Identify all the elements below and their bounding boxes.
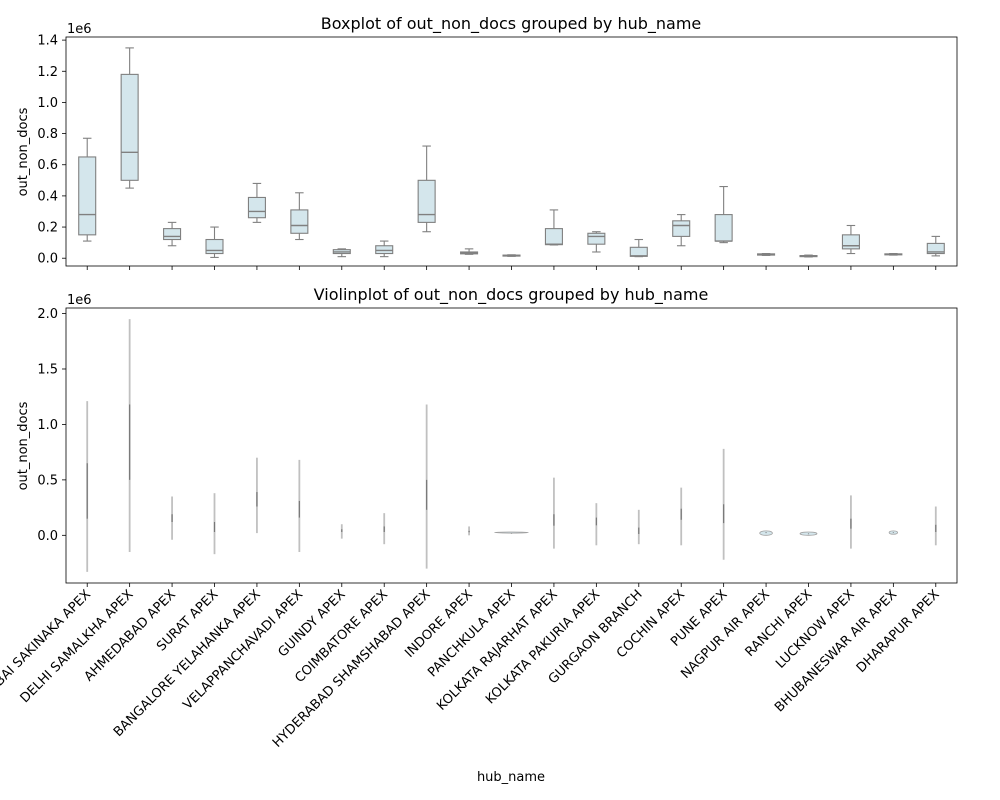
boxplot-box [672, 220, 691, 237]
violinplot-offset-label: 1e6 [67, 293, 92, 308]
boxplot-box [926, 242, 945, 255]
boxplot-box [375, 245, 394, 255]
boxplot-box [587, 232, 606, 245]
violinplot-ylabel: out_non_docs [16, 401, 31, 490]
boxplot-ytick-label: 0.0 [37, 252, 58, 267]
violin-shape [759, 530, 773, 536]
x-category-label: HYDERABAD SHAMSHABAD APEX [270, 587, 434, 751]
boxplot-box [714, 214, 733, 242]
boxplot-box [247, 196, 266, 219]
boxplot-ytick-label: 1.4 [37, 34, 58, 49]
boxplot-box [629, 246, 648, 257]
boxplot-box [417, 179, 436, 223]
boxplot-box [205, 238, 224, 255]
boxplot-box [120, 73, 139, 181]
violinplot-ytick-label: 0.0 [37, 529, 58, 544]
boxplot-ytick-label: 1.2 [37, 65, 58, 80]
boxplot-ylabel: out_non_docs [16, 107, 31, 196]
violinplot-plot-area: 0.0 0.5 1.0 1.5 2.0 [37, 307, 937, 587]
boxplot-box [78, 156, 97, 236]
violinplot-ytick-label: 0.5 [37, 473, 58, 488]
violinplot-ytick-label: 1.0 [37, 418, 58, 433]
violinplot-axes-frame [65, 307, 958, 584]
boxplot-ytick-label: 0.8 [37, 127, 58, 142]
x-axis-label: hub_name [477, 770, 545, 785]
violin-shape [494, 531, 529, 534]
boxplot-plot-area: 0.0 0.2 0.4 0.6 0.8 1.0 1.2 1.4 [37, 34, 945, 270]
boxplot-axes-frame [65, 36, 958, 267]
boxplot-offset-label: 1e6 [67, 22, 92, 37]
boxplot-ytick-label: 0.4 [37, 189, 58, 204]
boxplot-ytick-label: 0.2 [37, 221, 58, 236]
boxplot-ytick-label: 0.6 [37, 158, 58, 173]
boxplot-ytick-label: 1.0 [37, 96, 58, 111]
x-category-label: DHARAPUR APEX [854, 587, 943, 676]
violinplot-ytick-label: 1.5 [37, 362, 58, 377]
violinplot-ytick-label: 2.0 [37, 307, 58, 322]
boxplot-box [841, 234, 860, 250]
violinplot-title: Violinplot of out_non_docs grouped by hu… [314, 285, 709, 305]
boxplot-box [163, 228, 182, 241]
boxplot-box [290, 209, 309, 234]
boxplot-box [544, 228, 563, 246]
boxplot-title: Boxplot of out_non_docs grouped by hub_n… [321, 14, 702, 34]
x-category-label: LUCKNOW APEX [773, 587, 858, 672]
